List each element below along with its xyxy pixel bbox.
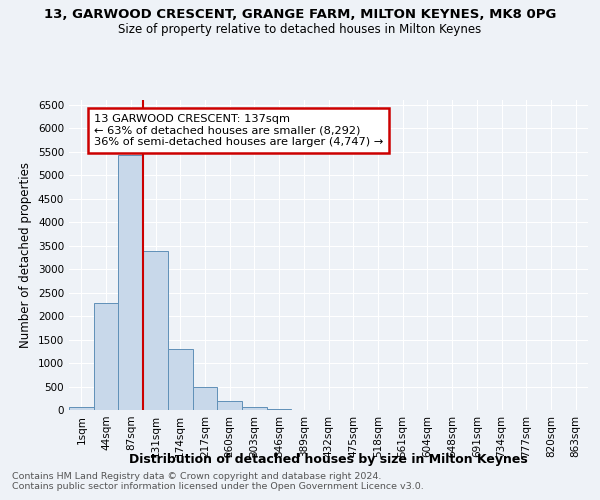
Bar xyxy=(217,401,242,410)
Y-axis label: Number of detached properties: Number of detached properties xyxy=(19,162,32,348)
Text: Contains public sector information licensed under the Open Government Licence v3: Contains public sector information licen… xyxy=(12,482,424,491)
Bar xyxy=(242,406,267,410)
Bar xyxy=(118,155,143,410)
Bar xyxy=(168,349,193,410)
Text: 13, GARWOOD CRESCENT, GRANGE FARM, MILTON KEYNES, MK8 0PG: 13, GARWOOD CRESCENT, GRANGE FARM, MILTO… xyxy=(44,8,556,20)
Text: Contains HM Land Registry data © Crown copyright and database right 2024.: Contains HM Land Registry data © Crown c… xyxy=(12,472,382,481)
Text: 13 GARWOOD CRESCENT: 137sqm
← 63% of detached houses are smaller (8,292)
36% of : 13 GARWOOD CRESCENT: 137sqm ← 63% of det… xyxy=(94,114,383,148)
Bar xyxy=(69,408,94,410)
Text: Size of property relative to detached houses in Milton Keynes: Size of property relative to detached ho… xyxy=(118,22,482,36)
Bar xyxy=(94,304,118,410)
Bar xyxy=(143,251,168,410)
Bar xyxy=(267,408,292,410)
Bar xyxy=(193,387,217,410)
Text: Distribution of detached houses by size in Milton Keynes: Distribution of detached houses by size … xyxy=(130,452,528,466)
